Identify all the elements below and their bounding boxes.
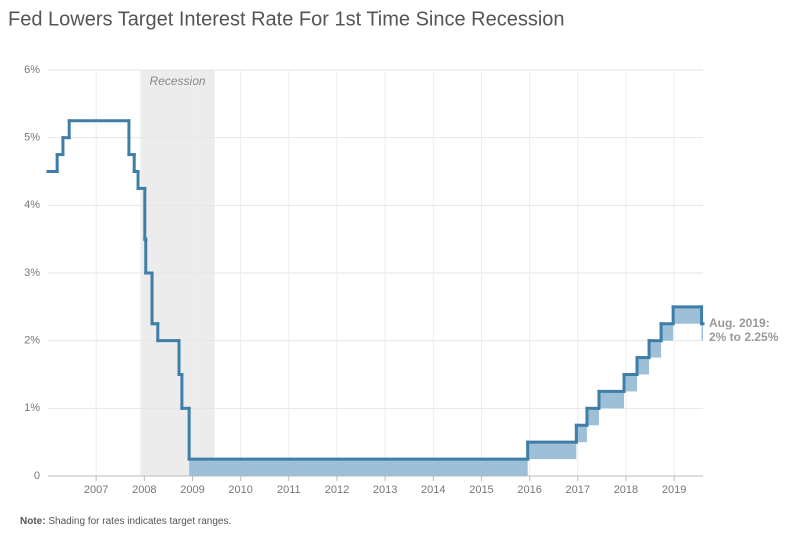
x-tick-label: 2008: [132, 484, 156, 496]
y-tick-label: 4%: [24, 199, 40, 211]
note: Note: Shading for rates indicates target…: [20, 516, 231, 527]
target-range: [586, 408, 599, 426]
plot-area: Recession 0 1% 2% 3% 4% 5% 6% 2007 2008 2009 2010 20…: [24, 64, 705, 496]
x-tick-label: 2014: [421, 484, 445, 496]
note-text: Shading for rates indicates target range…: [48, 516, 231, 527]
target-range: [576, 425, 587, 443]
x-tick-label: 2010: [228, 484, 252, 496]
annotation: 2% to 2.25%: [709, 330, 779, 344]
x-tick-label: 2018: [614, 484, 638, 496]
x-tick-label: 2013: [373, 484, 397, 496]
annotation: Aug. 2019:: [709, 316, 770, 330]
x-tick-label: 2016: [517, 484, 541, 496]
y-tick-label: 5%: [24, 132, 40, 144]
y-tick-label: 0: [34, 470, 40, 482]
target-range: [661, 323, 674, 341]
x-tick-label: 2017: [566, 484, 590, 496]
target-range: [189, 459, 528, 476]
y-tick-label: 6%: [24, 64, 40, 76]
note-label: Note:: [20, 516, 46, 527]
target-range: [527, 442, 577, 460]
y-tick-label: 3%: [24, 267, 40, 279]
x-tick-label: 2009: [180, 484, 204, 496]
target-range: [624, 374, 638, 392]
chart-title: Fed Lowers Target Interest Rate For 1st …: [8, 8, 565, 30]
x-tick-label: 2019: [662, 484, 686, 496]
x-tick-label: 2011: [277, 484, 301, 496]
y-tick-label: 2%: [24, 335, 40, 347]
target-range: [649, 340, 662, 358]
x-tick-label: 2015: [469, 484, 493, 496]
recession-label: Recession: [150, 74, 206, 88]
x-tick-label: 2007: [84, 484, 108, 496]
target-range: [598, 391, 625, 409]
x-tick-label: 2012: [325, 484, 349, 496]
y-tick-label: 1%: [24, 402, 40, 414]
target-range: [701, 323, 703, 341]
target-range: [637, 357, 650, 375]
target-range: [673, 306, 702, 324]
